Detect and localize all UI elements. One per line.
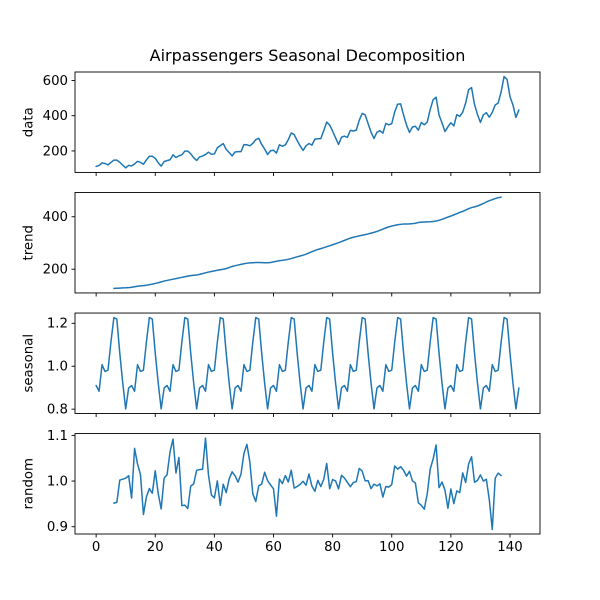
subplot-frame-data xyxy=(74,71,541,173)
x-tick-label: 100 xyxy=(379,540,404,555)
y-axis-label-data: data xyxy=(21,107,36,137)
y-tick-label: 1.0 xyxy=(47,474,68,489)
subplot-trend: 200 400 trend xyxy=(21,192,541,297)
subplot-data: 200 400 600 data xyxy=(21,71,541,176)
y-tick-label: 0.8 xyxy=(47,403,68,418)
y-tick-label: 1.1 xyxy=(47,429,68,444)
y-axis-label-seasonal: seasonal xyxy=(21,334,36,393)
y-tick-label: 400 xyxy=(43,210,68,225)
x-tick-label: 20 xyxy=(147,540,164,555)
y-tick-label: 0.9 xyxy=(47,520,68,535)
y-tick-label: 1.0 xyxy=(47,360,68,375)
x-tick-label: 80 xyxy=(324,540,341,555)
x-tick-label: 60 xyxy=(265,540,282,555)
data-series-line xyxy=(95,75,520,169)
x-tick-label: 140 xyxy=(497,540,522,555)
x-tick-label: 120 xyxy=(438,540,463,555)
y-tick-label: 600 xyxy=(43,74,68,89)
y-tick-label: 200 xyxy=(43,263,68,278)
subplot-frame-seasonal xyxy=(74,312,541,414)
y-tick-label: 400 xyxy=(43,109,68,124)
y-axis-label-random: random xyxy=(21,458,36,510)
subplot-seasonal: 0.8 1.0 1.2 seasonal xyxy=(21,312,541,418)
seasonal-series-line xyxy=(95,316,520,410)
y-axis-label-trend: trend xyxy=(21,225,36,260)
subplot-frame-trend xyxy=(74,192,541,294)
y-tick-label: 200 xyxy=(43,144,68,159)
y-tick-label: 1.2 xyxy=(47,317,68,332)
chart-title: Airpassengers Seasonal Decomposition xyxy=(149,46,466,65)
x-tick-label: 40 xyxy=(206,540,223,555)
random-series-line xyxy=(113,437,502,531)
trend-series-line xyxy=(113,196,502,290)
subplot-random: 0 20 40 60 80 100 120 140 0.9 1.0 1.1 random xyxy=(21,429,541,555)
x-tick-label: 0 xyxy=(92,540,100,555)
subplot-frame-random xyxy=(74,433,541,535)
